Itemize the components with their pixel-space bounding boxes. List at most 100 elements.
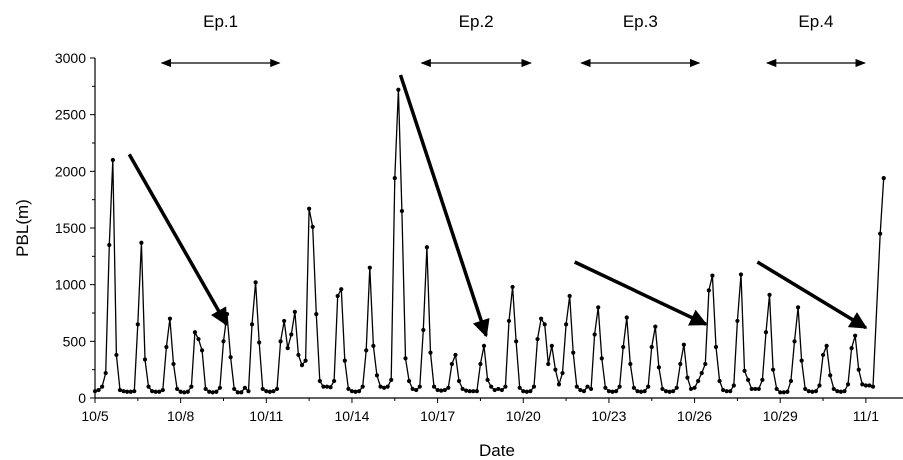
data-point [506,318,512,324]
data-point [863,383,868,388]
y-tick-label: 1000 [55,277,86,293]
episode-label: Ep.4 [798,12,833,31]
data-point [257,340,262,345]
data-point [421,327,426,333]
data-point [838,389,844,394]
data-point [153,389,158,394]
data-point [214,389,219,394]
series-line [94,89,885,393]
data-point [731,383,736,388]
data-point [485,377,490,382]
data-point [535,336,540,342]
data-point [453,352,458,358]
data-point [849,346,854,351]
data-point [514,339,519,344]
episode-label: Ep.2 [459,12,494,31]
data-point [728,389,733,394]
data-point [542,322,547,327]
data-point [210,390,215,395]
data-point [353,389,358,394]
data-point [182,390,187,395]
data-point [439,388,444,393]
data-point [142,357,148,362]
data-point [856,367,861,372]
x-axis-title: Date [479,441,515,460]
data-point [699,370,704,376]
data-point [296,352,301,358]
data-point [696,378,701,384]
data-point [656,365,661,370]
data-point [817,383,822,388]
data-point [160,387,165,393]
data-point [232,386,237,392]
data-point [571,350,576,355]
data-point [688,386,694,392]
data-point [228,355,233,360]
data-point [389,377,394,382]
data-point [553,367,558,372]
data-point [289,332,294,337]
data-point [596,305,601,310]
data-point [139,240,144,245]
data-point [96,387,101,393]
trend-arrow [756,260,868,330]
data-point [853,333,858,338]
data-point [178,389,183,394]
data-point [107,242,112,248]
data-point [539,316,544,321]
data-point [371,343,376,348]
data-point [671,389,676,394]
data-point [321,384,326,389]
data-point [125,389,130,394]
data-point [546,361,551,367]
data-point [246,389,251,394]
data-point [406,378,412,384]
data-point [339,287,344,292]
data-point [521,389,526,394]
data-point [114,352,119,358]
data-point [224,312,230,317]
data-point [489,384,494,389]
data-point [685,375,690,380]
data-point [785,389,790,394]
data-point [264,389,269,394]
data-point [196,336,201,342]
data-point [299,363,305,368]
data-point [799,358,804,363]
data-point [442,387,447,393]
data-point [424,245,430,250]
data-point [560,370,565,376]
data-point [342,358,347,363]
data-point [692,385,697,390]
data-point [824,343,829,348]
data-point [478,361,483,367]
data-point [617,384,622,389]
data-point [374,373,380,378]
data-point [667,389,672,394]
data-point [303,358,308,363]
data-point [524,389,529,394]
data-point [870,384,876,389]
data-point [385,384,390,389]
data-point [239,390,244,395]
data-point [189,384,194,389]
data-point [624,315,629,320]
data-point [282,318,287,324]
data-point [810,389,815,394]
data-point [496,386,501,392]
trend-arrow [573,260,708,326]
data-point [621,344,626,350]
data-point [474,389,479,394]
data-point [360,384,365,389]
data-point [192,330,198,335]
data-point [217,385,223,390]
data-point [835,389,840,394]
data-point [563,322,569,327]
data-point [410,386,415,392]
data-point [399,208,405,214]
data-point [599,356,604,361]
data-point [460,386,465,392]
y-tick-label: 3000 [55,50,86,66]
data-point [724,389,729,394]
data-point [867,383,872,388]
